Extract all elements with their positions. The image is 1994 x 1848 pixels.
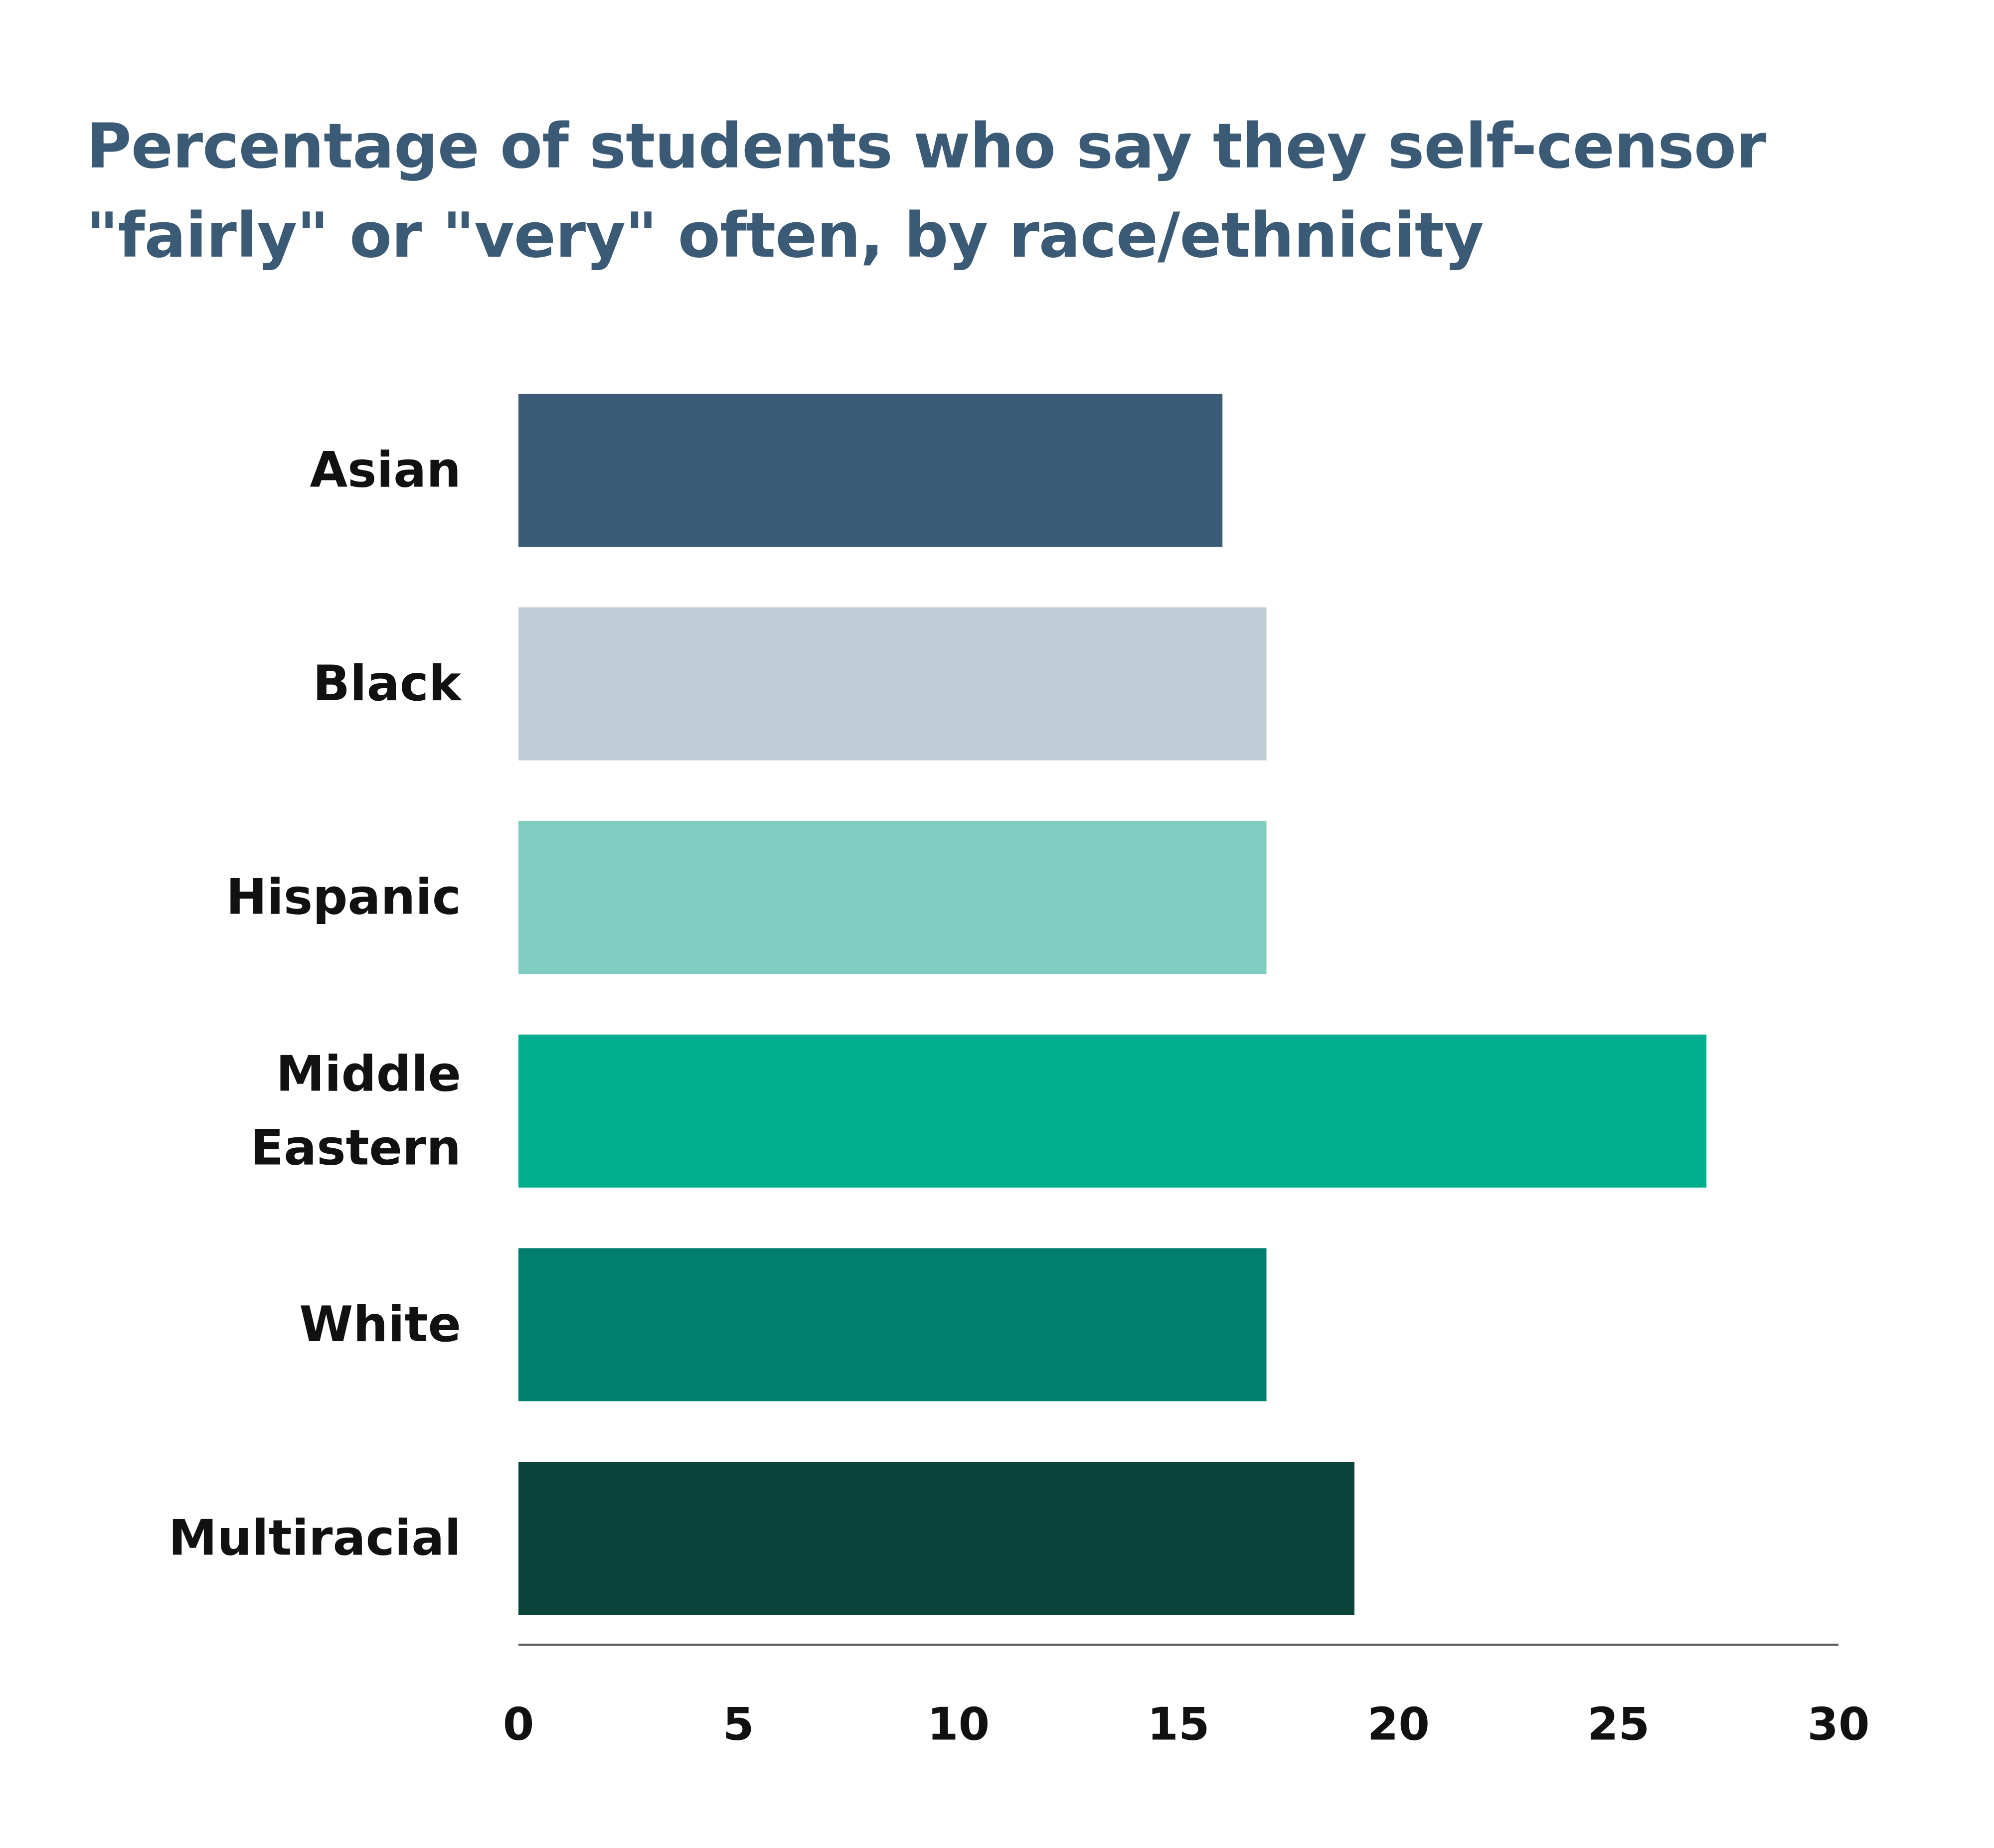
x-tick-label: 5 [723, 1698, 754, 1751]
x-tick-label: 20 [1367, 1698, 1430, 1751]
x-tick-label: 10 [927, 1698, 990, 1751]
bar-black [518, 607, 1267, 761]
bar-white [518, 1248, 1267, 1401]
x-tick-labels: 0 5 10 15 20 25 30 [503, 1698, 1870, 1751]
category-label: Hispanic [226, 869, 461, 926]
category-label: Middle [276, 1046, 461, 1102]
category-label: Black [313, 655, 463, 712]
category-labels: Asian Black Hispanic Middle Eastern White Mult… [168, 442, 463, 1567]
x-tick-label: 0 [503, 1698, 534, 1751]
category-label: White [299, 1296, 461, 1353]
x-tick-label: 15 [1147, 1698, 1209, 1751]
chart-title: Percentage of students who say they self… [86, 111, 1766, 272]
bar-hispanic [518, 821, 1267, 974]
bar-middle-eastern [518, 1034, 1707, 1188]
bars-layer [518, 394, 1707, 1615]
x-tick-label: 30 [1807, 1698, 1869, 1751]
category-label: Multiracial [168, 1510, 461, 1567]
bar-asian [518, 394, 1223, 547]
category-label: Asian [310, 442, 461, 499]
x-tick-label: 25 [1587, 1698, 1650, 1751]
category-label: Eastern [250, 1119, 461, 1176]
bar-multiracial [518, 1462, 1355, 1615]
